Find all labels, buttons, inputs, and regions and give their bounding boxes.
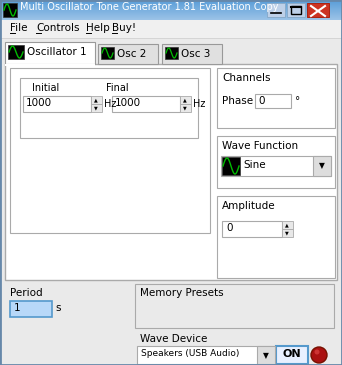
- Bar: [0, 10, 342, 11]
- Text: Oscillator 1: Oscillator 1: [27, 47, 87, 57]
- Bar: [112, 96, 180, 112]
- Bar: [217, 136, 335, 188]
- Bar: [0, 12, 342, 13]
- Bar: [91, 96, 102, 104]
- Bar: [8, 285, 128, 361]
- Bar: [0, 17, 342, 18]
- Text: Hz: Hz: [193, 99, 206, 109]
- Text: s: s: [55, 303, 61, 313]
- Text: Amplitude: Amplitude: [222, 201, 276, 211]
- Bar: [137, 346, 275, 364]
- Text: 1: 1: [14, 303, 21, 313]
- Circle shape: [315, 350, 319, 354]
- Text: Osc 3: Osc 3: [181, 49, 210, 59]
- Text: ▲: ▲: [285, 222, 289, 227]
- Text: ▼: ▼: [94, 105, 98, 110]
- Bar: [267, 3, 285, 17]
- Bar: [10, 68, 210, 233]
- Text: ▼: ▼: [183, 105, 187, 110]
- Bar: [20, 78, 198, 138]
- Bar: [0, 0, 342, 1]
- Bar: [0, 8, 342, 9]
- Bar: [0, 20, 342, 38]
- Text: 0: 0: [226, 223, 233, 233]
- Text: ▼: ▼: [263, 351, 269, 360]
- Bar: [135, 284, 334, 328]
- Bar: [0, 4, 342, 5]
- Bar: [5, 282, 337, 363]
- Bar: [98, 44, 158, 64]
- Circle shape: [311, 347, 327, 363]
- Text: 0: 0: [258, 96, 264, 106]
- Bar: [0, 38, 342, 365]
- Bar: [5, 42, 95, 64]
- Text: Speakers (USB Audio): Speakers (USB Audio): [141, 349, 239, 358]
- Bar: [257, 346, 275, 364]
- Bar: [180, 104, 191, 112]
- Bar: [222, 221, 282, 237]
- Bar: [255, 94, 291, 108]
- Text: Buy!: Buy!: [112, 23, 136, 33]
- Text: Hz: Hz: [104, 99, 116, 109]
- Text: °: °: [295, 96, 300, 106]
- Bar: [0, 1, 342, 2]
- Bar: [291, 6, 301, 14]
- Bar: [313, 156, 331, 176]
- Bar: [0, 19, 342, 20]
- Bar: [165, 47, 178, 59]
- Text: Controls: Controls: [36, 23, 79, 33]
- Bar: [5, 64, 337, 280]
- Text: ON: ON: [283, 349, 301, 359]
- Bar: [91, 104, 102, 112]
- Bar: [3, 3, 17, 17]
- Bar: [162, 44, 222, 64]
- Bar: [282, 221, 293, 229]
- Text: Phase: Phase: [222, 96, 253, 106]
- Text: Osc 2: Osc 2: [117, 49, 146, 59]
- Bar: [0, 9, 342, 10]
- Text: Sine: Sine: [243, 160, 266, 170]
- Text: Wave Device: Wave Device: [140, 334, 207, 344]
- Text: Multi Oscillator Tone Generator 1.81 Evaluation Copy: Multi Oscillator Tone Generator 1.81 Eva…: [20, 3, 278, 12]
- Bar: [5, 64, 95, 66]
- Bar: [287, 3, 305, 17]
- Bar: [0, 14, 342, 15]
- Text: Period: Period: [10, 288, 43, 298]
- Bar: [0, 3, 342, 4]
- Bar: [180, 96, 191, 104]
- Bar: [0, 18, 342, 19]
- Text: 1000: 1000: [115, 98, 141, 108]
- Bar: [10, 301, 52, 317]
- Bar: [221, 156, 331, 176]
- Bar: [101, 47, 114, 59]
- Bar: [8, 45, 24, 59]
- Text: ▲: ▲: [183, 97, 187, 102]
- Bar: [23, 96, 91, 112]
- Bar: [0, 7, 342, 8]
- Text: Channels: Channels: [222, 73, 271, 83]
- Bar: [0, 15, 342, 16]
- Bar: [222, 157, 240, 175]
- Bar: [0, 13, 342, 14]
- Bar: [276, 346, 308, 364]
- Text: ▼: ▼: [319, 161, 325, 170]
- Bar: [0, 6, 342, 7]
- Text: Help: Help: [86, 23, 110, 33]
- Bar: [217, 68, 335, 128]
- Bar: [0, 5, 342, 6]
- Text: Final: Final: [106, 83, 129, 93]
- Text: File: File: [10, 23, 27, 33]
- Text: Memory Presets: Memory Presets: [140, 288, 224, 298]
- Text: ▼: ▼: [285, 230, 289, 235]
- Bar: [217, 196, 335, 278]
- Text: ▲: ▲: [94, 97, 98, 102]
- Bar: [0, 16, 342, 17]
- Text: Wave Function: Wave Function: [222, 141, 298, 151]
- Bar: [0, 11, 342, 12]
- Text: 1000: 1000: [26, 98, 52, 108]
- Text: Initial: Initial: [32, 83, 59, 93]
- Bar: [0, 2, 342, 3]
- Bar: [282, 229, 293, 237]
- Bar: [307, 3, 329, 17]
